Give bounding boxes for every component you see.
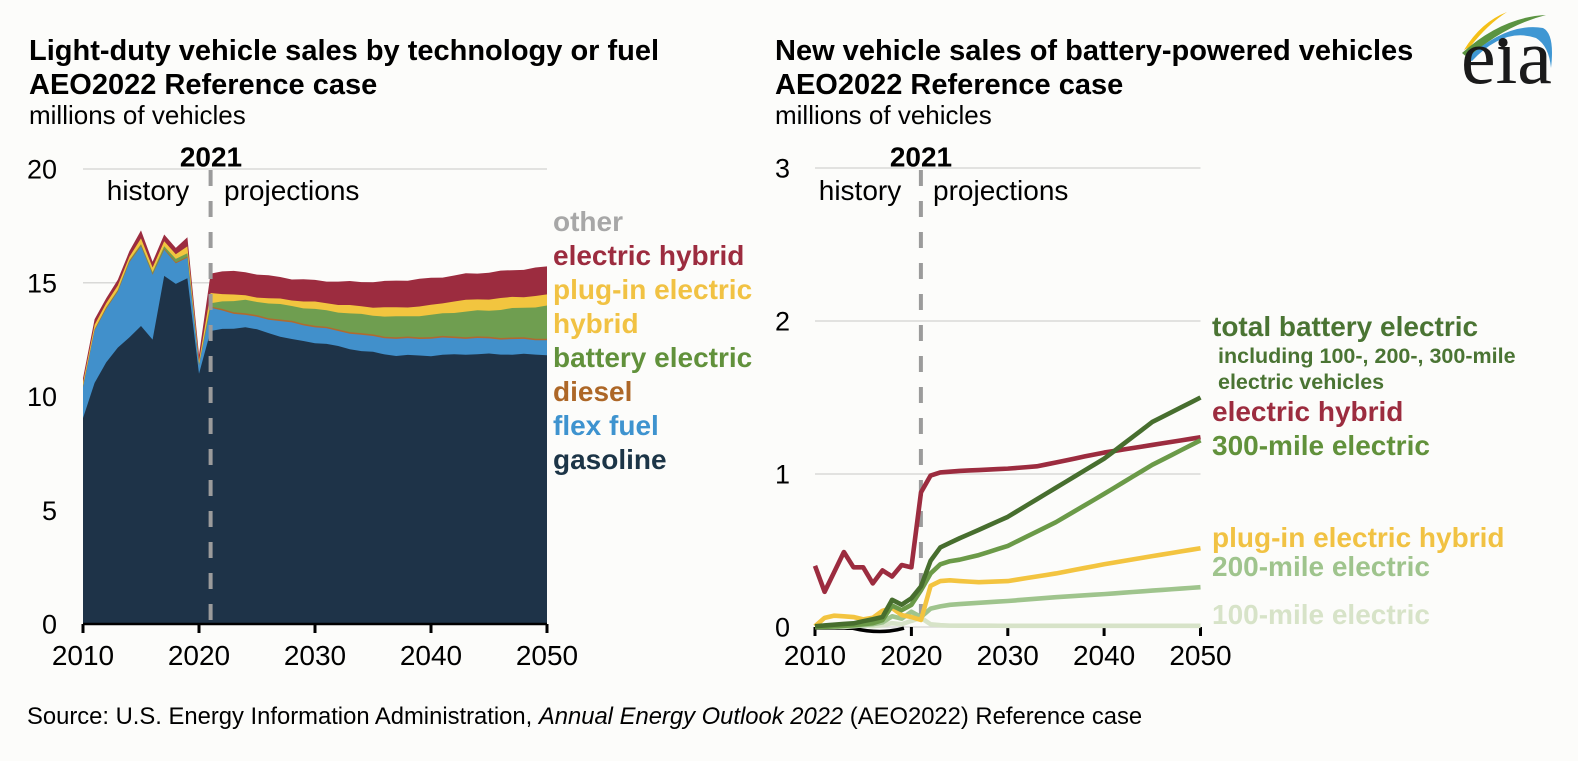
svg-text:2050: 2050 (516, 640, 578, 671)
svg-text:2010: 2010 (52, 640, 114, 671)
svg-text:eıa: eıa (1461, 13, 1552, 100)
svg-text:gasoline: gasoline (553, 444, 667, 475)
svg-text:AEO2022 Reference case: AEO2022 Reference case (775, 69, 1123, 101)
svg-text:diesel: diesel (553, 376, 632, 407)
svg-text:2021: 2021 (180, 142, 242, 173)
svg-text:2010: 2010 (784, 640, 846, 671)
svg-text:20: 20 (27, 155, 57, 185)
svg-text:electric vehicles: electric vehicles (1218, 370, 1384, 394)
svg-text:Light-duty vehicle sales by te: Light-duty vehicle sales by technology o… (29, 35, 659, 67)
svg-text:projections: projections (933, 175, 1068, 206)
svg-text:electric hybrid: electric hybrid (1212, 396, 1403, 427)
svg-text:2040: 2040 (400, 640, 462, 671)
svg-text:5: 5 (42, 496, 57, 526)
svg-text:2040: 2040 (1073, 640, 1135, 671)
svg-text:total battery electric: total battery electric (1212, 311, 1478, 342)
svg-text:including 100-, 200-, 300-mile: including 100-, 200-, 300-mile (1218, 344, 1516, 368)
svg-text:2020: 2020 (168, 640, 230, 671)
svg-text:projections: projections (224, 175, 359, 206)
svg-text:millions of vehicles: millions of vehicles (29, 100, 246, 130)
svg-text:1: 1 (775, 460, 790, 490)
svg-text:300-mile electric: 300-mile electric (1212, 430, 1430, 461)
svg-text:2030: 2030 (284, 640, 346, 671)
svg-text:2021: 2021 (890, 142, 952, 173)
svg-text:Source: U.S. Energy Informatio: Source: U.S. Energy Information Administ… (27, 703, 1142, 730)
svg-text:plug-in electric hybrid: plug-in electric hybrid (1212, 522, 1504, 553)
svg-text:200-mile electric: 200-mile electric (1212, 551, 1430, 582)
svg-text:2020: 2020 (880, 640, 942, 671)
svg-text:10: 10 (27, 382, 57, 412)
svg-text:100-mile electric: 100-mile electric (1212, 599, 1430, 630)
svg-text:2: 2 (775, 307, 790, 337)
svg-text:hybrid: hybrid (553, 308, 639, 339)
svg-text:electric hybrid: electric hybrid (553, 240, 744, 271)
svg-text:AEO2022 Reference case: AEO2022 Reference case (29, 69, 377, 101)
svg-text:2030: 2030 (977, 640, 1039, 671)
svg-text:0: 0 (775, 613, 790, 643)
svg-text:history: history (819, 175, 901, 206)
svg-text:0: 0 (42, 610, 57, 640)
svg-text:battery electric: battery electric (553, 342, 752, 373)
svg-text:3: 3 (775, 154, 790, 184)
svg-text:2050: 2050 (1169, 640, 1231, 671)
svg-text:15: 15 (27, 268, 57, 298)
svg-text:New vehicle sales of battery-p: New vehicle sales of battery-powered veh… (775, 35, 1413, 67)
svg-text:millions of vehicles: millions of vehicles (775, 100, 992, 130)
svg-text:history: history (107, 175, 189, 206)
svg-text:other: other (553, 206, 623, 237)
svg-text:plug-in electric: plug-in electric (553, 274, 752, 305)
svg-text:flex fuel: flex fuel (553, 410, 659, 441)
